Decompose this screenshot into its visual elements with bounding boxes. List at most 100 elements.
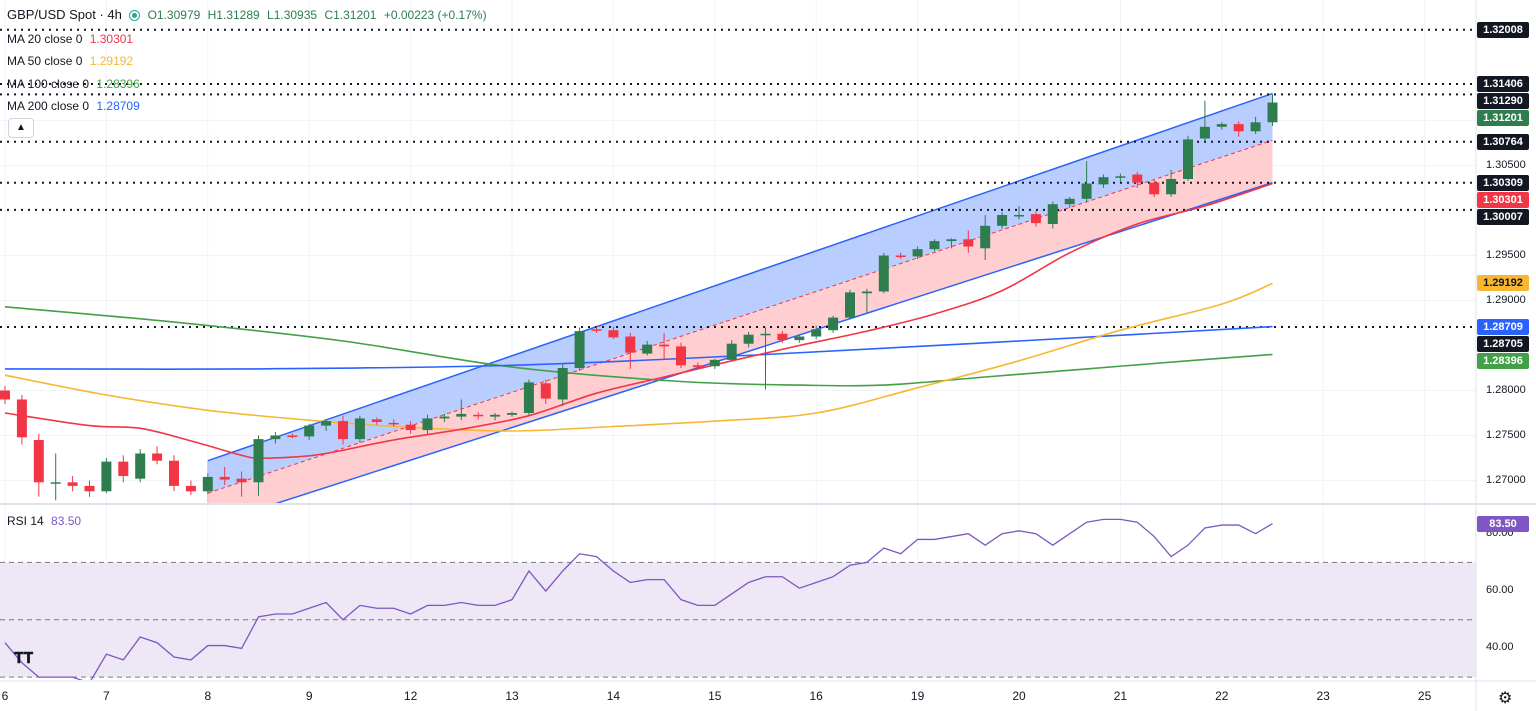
ma200-line <box>4 325 1273 370</box>
candle-down <box>169 455 179 492</box>
candle-body <box>912 249 923 257</box>
price-label: 1.30007 <box>1477 208 1529 225</box>
candle-down <box>33 433 44 497</box>
candle-down <box>118 455 129 483</box>
candle-body <box>1183 139 1193 179</box>
ma50-legend[interactable]: MA 50 close 0 1.29192 <box>7 54 137 68</box>
price-label: 1.31290 <box>1477 92 1529 109</box>
candle-body <box>1149 182 1160 195</box>
candle-body <box>371 419 382 422</box>
candle-up <box>574 327 585 371</box>
price-tick: 1.28000 <box>1486 383 1526 396</box>
ma100-legend[interactable]: MA 100 close 0 1.28396 <box>7 77 144 91</box>
candle-up <box>912 246 923 260</box>
candle-up <box>1216 122 1227 130</box>
candle-body <box>490 414 501 417</box>
candle-down <box>219 467 230 485</box>
price-label: 1.29192 <box>1477 275 1529 292</box>
candle-up <box>929 239 940 251</box>
candle-body <box>523 382 534 413</box>
ma20-line <box>4 182 1273 459</box>
price-tick: 1.27000 <box>1486 473 1526 486</box>
ma100-line <box>4 306 1273 387</box>
collapse-legend-button[interactable]: ▲ <box>8 118 34 138</box>
candle-body <box>946 239 957 242</box>
candle-up <box>1115 173 1126 182</box>
ma100-value: 1.28396 <box>96 77 140 91</box>
candle-up <box>760 327 771 390</box>
candle-body <box>1047 204 1058 224</box>
candle-body <box>152 453 163 461</box>
candle-body <box>169 460 179 486</box>
candle-up <box>642 341 653 356</box>
candle-up <box>980 215 991 260</box>
candle-down <box>236 471 247 497</box>
candle-body <box>1098 177 1109 185</box>
candle-body <box>777 333 788 341</box>
time-tick: 13 <box>505 689 519 703</box>
candle-body <box>422 418 433 431</box>
gear-icon[interactable]: ⚙ <box>1498 690 1513 707</box>
candle-down <box>659 332 670 360</box>
candle-body <box>1199 126 1210 139</box>
price-label: 1.30764 <box>1477 133 1529 150</box>
candle-body <box>253 439 264 483</box>
candle-down <box>777 331 788 343</box>
candle-body <box>304 425 315 437</box>
candle-down <box>1132 171 1143 188</box>
candle-down <box>1030 211 1041 227</box>
candle-up <box>253 435 264 496</box>
rsi-band <box>0 561 1476 678</box>
tradingview-logo-icon[interactable]: 𝐓𝐓 <box>14 650 34 667</box>
rsi-legend[interactable]: RSI 14 83.50 <box>7 514 85 528</box>
candle-body <box>692 365 703 368</box>
ma50-line <box>4 282 1273 432</box>
ohlc-high: H1.31289 <box>207 8 260 22</box>
candle-down <box>0 386 10 404</box>
symbol-title[interactable]: GBP/USD Spot · 4h <box>7 7 122 22</box>
ma200-value: 1.28709 <box>96 99 140 113</box>
candle-up <box>557 364 568 406</box>
candle-down <box>152 446 163 465</box>
candle-body <box>16 399 27 438</box>
candle-body <box>980 225 991 249</box>
candle-up <box>490 413 501 421</box>
candle-body <box>1132 174 1143 183</box>
candle-body <box>1115 176 1126 178</box>
price-label: 1.28396 <box>1477 352 1529 369</box>
symbol-legend: GBP/USD Spot · 4h O1.30979 H1.31289 L1.3… <box>7 7 491 23</box>
moving-averages <box>4 182 1273 459</box>
candle-body <box>1081 183 1092 199</box>
candle-up <box>861 288 872 314</box>
candle-body <box>1267 102 1278 123</box>
candle-down <box>338 415 348 445</box>
candle-body <box>845 292 855 318</box>
price-label: 1.31406 <box>1477 75 1529 92</box>
time-tick: 8 <box>204 689 212 703</box>
price-tick: 1.29500 <box>1486 248 1526 261</box>
candle-body <box>878 255 889 292</box>
candle-down <box>608 326 619 340</box>
candle-up <box>1081 161 1092 202</box>
regression-channel <box>207 92 1273 503</box>
ma200-legend[interactable]: MA 200 close 0 1.28709 <box>7 99 144 113</box>
candle-down <box>591 326 602 333</box>
candle-body <box>709 359 720 367</box>
candle-up <box>270 431 281 444</box>
ma200-label: MA 200 close 0 <box>7 99 90 113</box>
candle-body <box>287 435 298 437</box>
ma20-legend[interactable]: MA 20 close 0 1.30301 <box>7 32 137 46</box>
candle-up <box>321 419 332 431</box>
time-tick: 21 <box>1113 689 1128 703</box>
candle-up <box>101 458 112 494</box>
candle-up <box>135 449 146 483</box>
channel-mid-line <box>207 139 1273 494</box>
rsi-value: 83.50 <box>51 514 82 528</box>
channel-upper-fill <box>207 93 1273 494</box>
candle-body <box>270 435 281 440</box>
candle-body <box>219 476 230 480</box>
candle-body <box>338 421 348 440</box>
candle-body <box>507 413 517 415</box>
channel-upper-line <box>207 92 1273 462</box>
